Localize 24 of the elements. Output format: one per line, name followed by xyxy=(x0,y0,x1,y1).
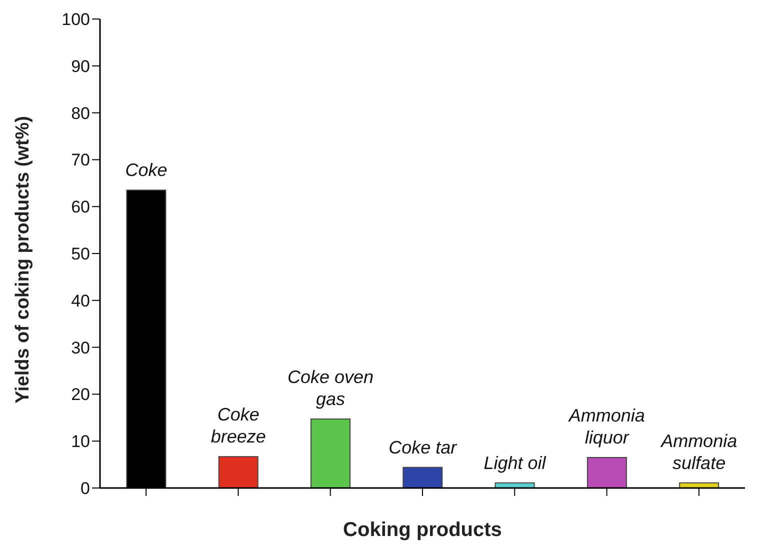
x-tick-label: Ammonia sulfate xyxy=(660,430,738,473)
x-axis-title: Coking products xyxy=(343,519,502,541)
y-tick-label: 30 xyxy=(71,338,90,358)
bar xyxy=(310,418,351,488)
y-tick-label: 50 xyxy=(71,244,90,264)
y-tick-label: 90 xyxy=(71,56,90,76)
x-tick-label: Ammonia liquor xyxy=(568,406,645,448)
y-tick-label: 20 xyxy=(71,385,90,404)
y-tick-label: 40 xyxy=(71,291,90,310)
y-tick-label: 60 xyxy=(71,198,90,217)
bar xyxy=(586,457,627,488)
bar xyxy=(402,466,443,488)
y-tick-label: 80 xyxy=(71,104,90,123)
y-tick-label: 100 xyxy=(62,10,90,30)
x-tick-label: Light oil xyxy=(484,452,547,473)
y-tick-label: 70 xyxy=(71,150,90,170)
y-tick-label: 10 xyxy=(71,432,90,452)
x-tick-label: Coke tar xyxy=(388,437,458,458)
bar xyxy=(218,456,258,488)
y-tick-label: 0 xyxy=(80,479,90,498)
x-tick-label: Coke breeze xyxy=(210,404,266,447)
y-axis-title: Yields of coking products (wt%) xyxy=(12,116,34,404)
x-tick-label: Coke oven gas xyxy=(287,367,374,410)
x-tick-label: Coke xyxy=(125,160,168,180)
